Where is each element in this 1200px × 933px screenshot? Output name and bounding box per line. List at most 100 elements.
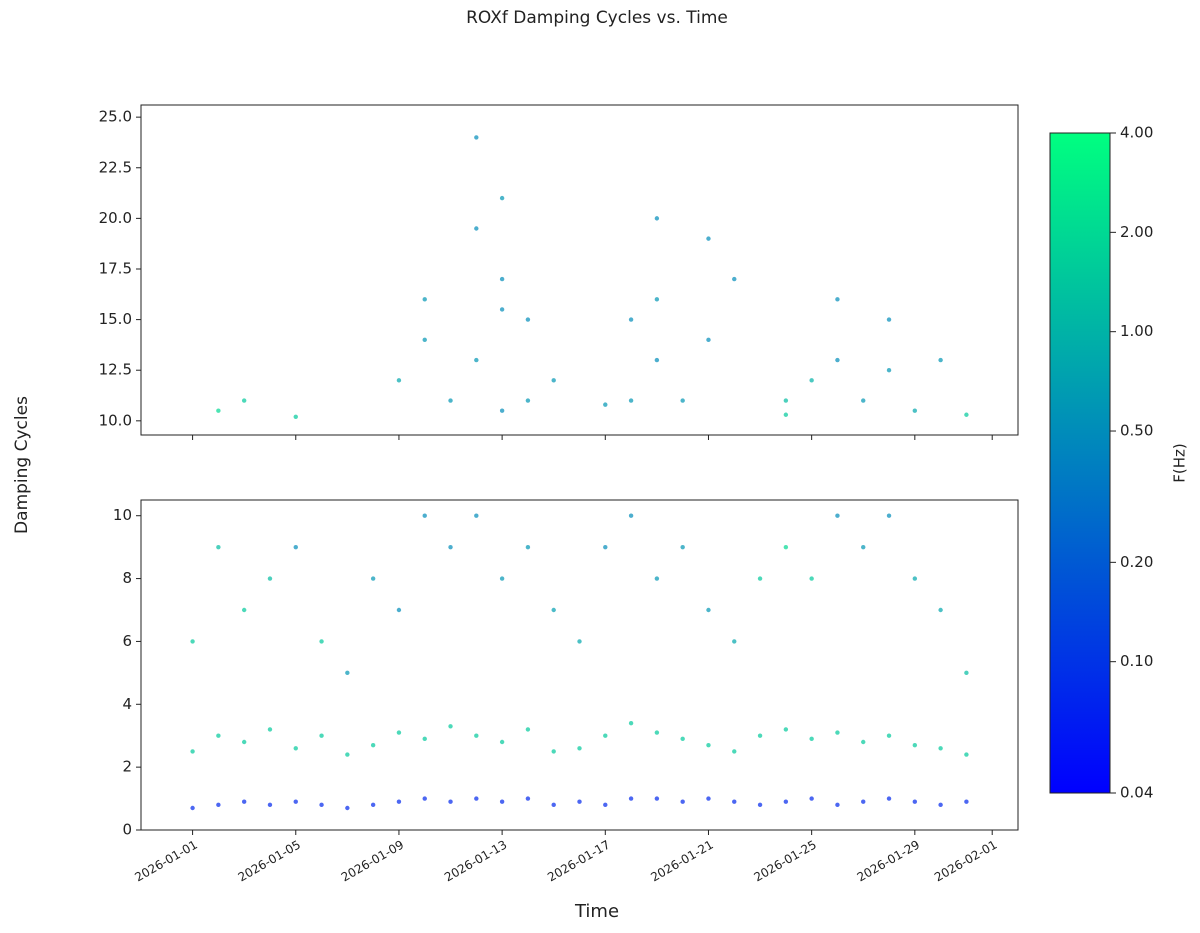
point bbox=[370, 742, 376, 748]
point bbox=[293, 544, 298, 550]
point bbox=[577, 799, 582, 804]
point bbox=[886, 317, 892, 322]
point bbox=[861, 544, 866, 550]
point bbox=[603, 733, 608, 738]
point bbox=[474, 135, 479, 140]
colorbar-label: F(Hz) bbox=[1171, 443, 1189, 483]
point bbox=[732, 749, 737, 754]
point bbox=[912, 742, 918, 748]
point bbox=[293, 799, 298, 804]
plot-frame bbox=[140, 499, 1019, 831]
point bbox=[241, 607, 247, 613]
point bbox=[835, 513, 840, 518]
y-tick-label: 12.5 bbox=[99, 361, 132, 379]
point bbox=[628, 317, 634, 322]
y-tick-label: 25.0 bbox=[99, 108, 132, 126]
point bbox=[293, 746, 298, 751]
point bbox=[525, 727, 531, 732]
point bbox=[680, 544, 685, 550]
point bbox=[396, 378, 402, 383]
point bbox=[499, 739, 505, 745]
point bbox=[603, 544, 608, 550]
point bbox=[706, 236, 711, 241]
y-tick-label: 15.0 bbox=[99, 310, 132, 328]
colorbar-tick-label: 4.00 bbox=[1120, 124, 1153, 142]
colorbar-tick-label: 0.50 bbox=[1120, 422, 1153, 440]
y-axis-label: Damping Cycles bbox=[12, 396, 32, 534]
point bbox=[680, 736, 685, 742]
y-tick-label: 10.0 bbox=[99, 411, 132, 429]
point bbox=[783, 727, 789, 732]
point bbox=[241, 799, 247, 804]
point bbox=[654, 297, 660, 302]
point bbox=[654, 796, 660, 801]
point bbox=[551, 607, 556, 613]
point bbox=[964, 670, 969, 676]
point bbox=[267, 727, 273, 732]
point bbox=[525, 317, 531, 322]
point bbox=[396, 607, 402, 613]
point bbox=[190, 639, 195, 644]
x-tick-label: 2026-01-05 bbox=[236, 838, 303, 885]
y-tick-label: 0 bbox=[122, 821, 132, 839]
point bbox=[835, 730, 840, 735]
colorbar-tick-label: 0.20 bbox=[1120, 553, 1153, 571]
point bbox=[938, 746, 943, 751]
point bbox=[809, 796, 814, 801]
point bbox=[499, 195, 505, 201]
point bbox=[757, 576, 763, 581]
scatter-points bbox=[190, 513, 969, 811]
x-axis-label: Time bbox=[574, 901, 619, 922]
point bbox=[938, 802, 943, 808]
y-tick-label: 17.5 bbox=[99, 259, 132, 277]
point bbox=[370, 802, 376, 808]
point bbox=[964, 412, 969, 417]
chart-title: ROXf Damping Cycles vs. Time bbox=[466, 8, 728, 28]
point bbox=[577, 639, 582, 644]
point bbox=[706, 742, 711, 748]
point bbox=[809, 576, 814, 581]
point bbox=[448, 724, 453, 729]
point bbox=[448, 398, 453, 403]
point bbox=[499, 307, 505, 312]
point bbox=[680, 398, 685, 403]
x-tick-label: 2026-01-13 bbox=[442, 838, 509, 885]
x-tick-label: 2026-01-09 bbox=[339, 838, 406, 885]
point bbox=[603, 802, 608, 808]
point bbox=[886, 733, 892, 738]
point bbox=[835, 297, 840, 302]
point bbox=[912, 408, 918, 413]
point bbox=[938, 607, 943, 613]
point bbox=[938, 357, 943, 363]
point bbox=[396, 730, 402, 735]
point bbox=[267, 802, 273, 808]
point bbox=[422, 736, 427, 742]
x-tick-label: 2026-01-25 bbox=[751, 838, 818, 885]
point bbox=[551, 749, 556, 754]
point bbox=[628, 398, 634, 403]
point bbox=[964, 799, 969, 804]
point bbox=[319, 802, 324, 808]
point bbox=[628, 796, 634, 801]
point bbox=[293, 414, 298, 419]
point bbox=[706, 337, 711, 343]
colorbar-tick-label: 0.04 bbox=[1120, 784, 1153, 802]
point bbox=[809, 736, 814, 742]
x-tick-label: 2026-01-29 bbox=[855, 838, 922, 885]
point bbox=[886, 796, 892, 801]
point bbox=[499, 576, 505, 581]
point bbox=[861, 739, 866, 745]
point bbox=[422, 297, 427, 302]
point bbox=[216, 544, 221, 550]
y-tick-label: 2 bbox=[122, 758, 132, 776]
point bbox=[654, 357, 660, 363]
y-tick-label: 8 bbox=[122, 569, 132, 587]
point bbox=[241, 398, 247, 403]
point bbox=[654, 216, 660, 221]
x-tick-label: 2026-02-01 bbox=[932, 838, 999, 885]
point bbox=[319, 733, 324, 738]
point bbox=[706, 796, 711, 801]
y-tick-label: 10 bbox=[113, 506, 132, 524]
point bbox=[551, 378, 556, 383]
